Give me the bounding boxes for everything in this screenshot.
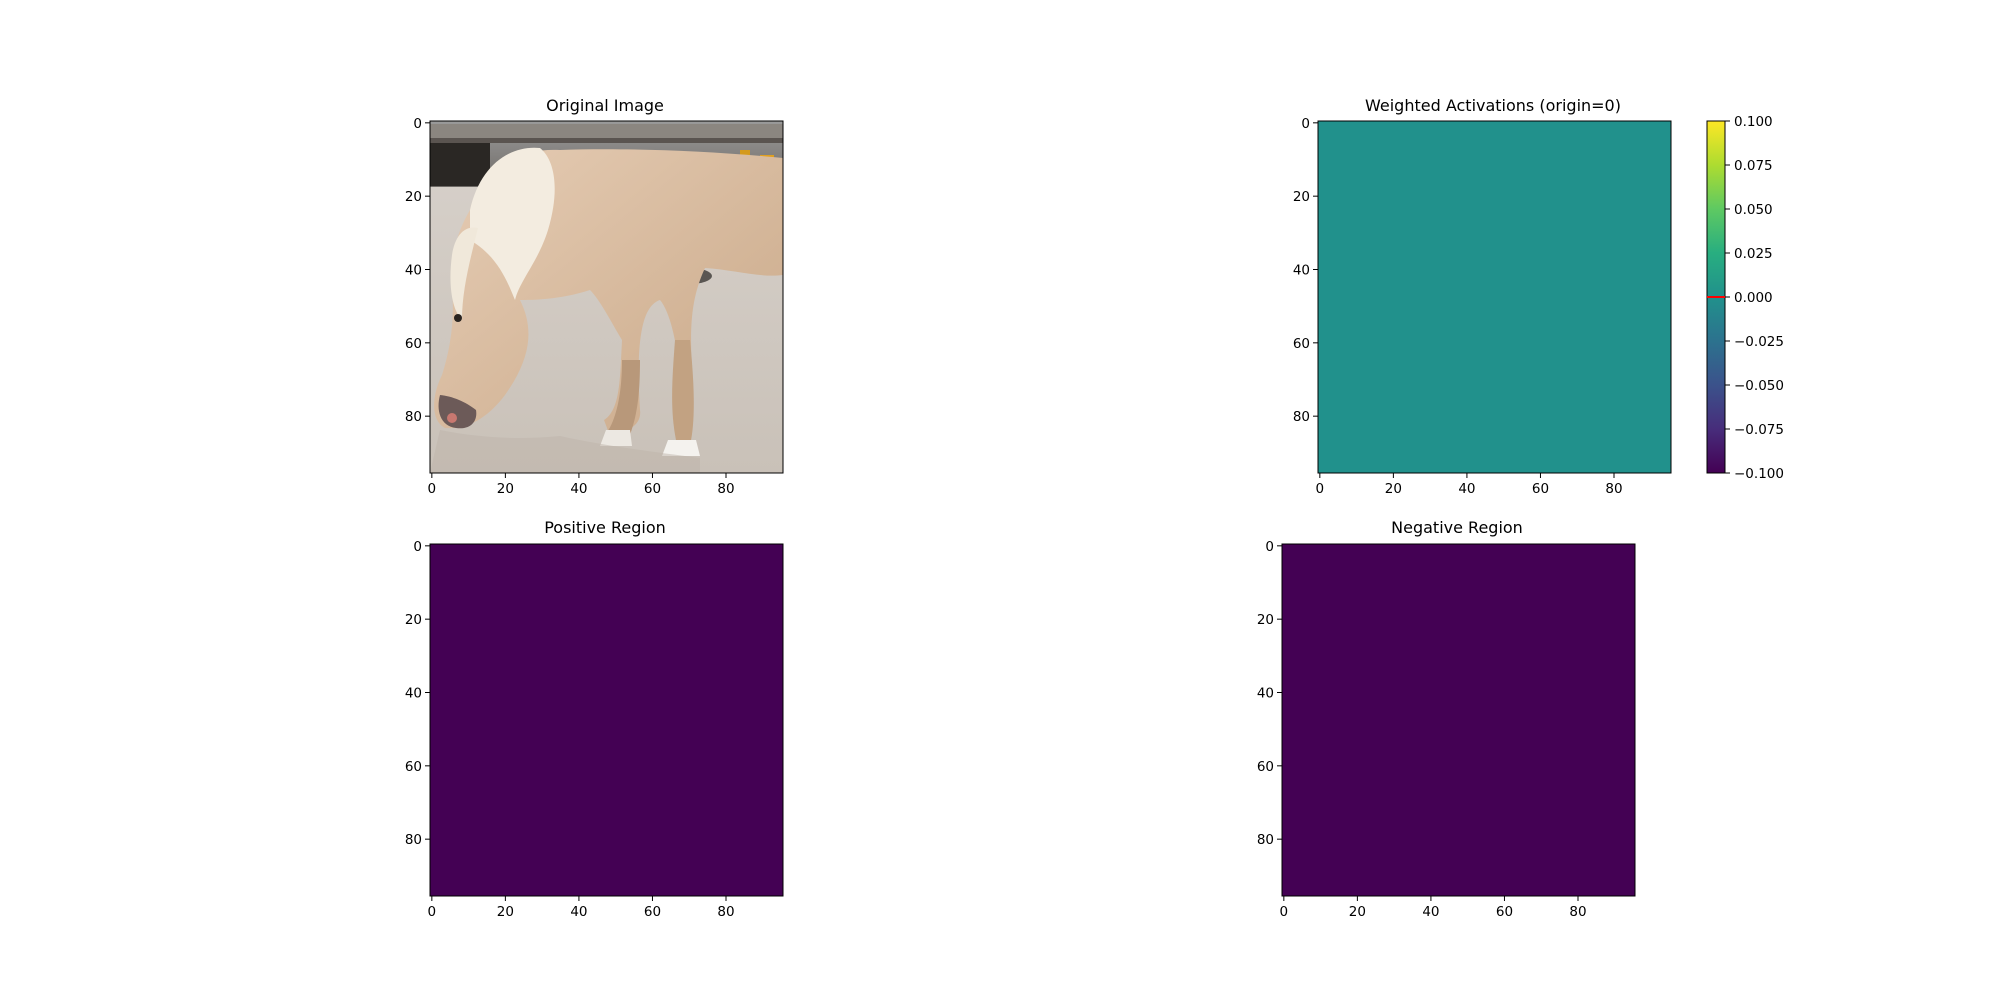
colorbar-tick-label: 0.025: [1734, 246, 1773, 262]
colorbar-tick-label: −0.075: [1734, 422, 1784, 438]
original-image-xtick-label: 60: [644, 481, 661, 497]
weighted-activations-xtick-label: 20: [1385, 481, 1402, 497]
original-image-title: Original Image: [546, 96, 664, 115]
colorbar-tick-label: 0.075: [1734, 158, 1773, 174]
positive-region-xtick-label: 0: [428, 904, 437, 920]
positive-region-ytick-label: 40: [405, 686, 422, 702]
horse-photo: [430, 121, 783, 473]
original-image-xtick-label: 20: [497, 481, 514, 497]
negative-region-xtick-label: 40: [1422, 904, 1439, 920]
negative-region-ytick-label: 0: [1265, 539, 1274, 555]
original-image-frame: [429, 120, 784, 474]
negative-region-title: Negative Region: [1391, 518, 1523, 537]
weighted-activations-ytick-label: 80: [1293, 409, 1310, 425]
weighted-activations-xtick-label: 80: [1605, 481, 1622, 497]
positive-region-frame: [429, 543, 784, 897]
original-image-ytick-label: 40: [405, 263, 422, 279]
weighted-activations-heatmap-cell: [1318, 121, 1671, 473]
positive-region-ytick-label: 0: [413, 539, 422, 555]
original-image-ytick-label: 60: [405, 336, 422, 352]
original-image-xtick-label: 40: [570, 481, 587, 497]
positive-region-xtick-label: 60: [644, 904, 661, 920]
original-image-xtick-label: 0: [428, 481, 437, 497]
weighted-activations-xtick-label: 60: [1532, 481, 1549, 497]
original-image-xtick-label: 80: [717, 481, 734, 497]
negative-region-ytick-label: 80: [1257, 832, 1274, 848]
original-image-ytick-label: 80: [405, 409, 422, 425]
weighted-activations-title: Weighted Activations (origin=0): [1365, 96, 1621, 115]
negative-region-frame: [1281, 543, 1636, 897]
negative-region-xtick-label: 80: [1569, 904, 1586, 920]
weighted-activations-xtick-label: 0: [1316, 481, 1325, 497]
positive-region-xtick-label: 40: [570, 904, 587, 920]
positive-region-xtick-label: 80: [717, 904, 734, 920]
positive-region-ytick-label: 80: [405, 832, 422, 848]
weighted-activations-ytick-label: 20: [1293, 189, 1310, 205]
negative-region-xtick-label: 20: [1349, 904, 1366, 920]
original-image-ytick-label: 0: [413, 116, 422, 132]
negative-region-ytick-label: 20: [1257, 612, 1274, 628]
colorbar-tick-label: 0.100: [1734, 114, 1773, 130]
colorbar-tick-label: 0.050: [1734, 202, 1773, 218]
weighted-activations-xtick-label: 40: [1458, 481, 1475, 497]
weighted-activations-frame: [1317, 120, 1672, 474]
negative-region-xtick-label: 60: [1496, 904, 1513, 920]
colorbar-tick-label: −0.050: [1734, 378, 1784, 394]
weighted-activations-ytick-label: 0: [1301, 116, 1310, 132]
negative-region-heatmap-cell: [1282, 544, 1635, 896]
negative-region-ytick-label: 40: [1257, 686, 1274, 702]
negative-region-xtick-label: 0: [1280, 904, 1289, 920]
original-image-ytick-label: 20: [405, 189, 422, 205]
colorbar-tick-label: 0.000: [1734, 290, 1773, 306]
positive-region-ytick-label: 20: [405, 612, 422, 628]
positive-region-ytick-label: 60: [405, 759, 422, 775]
positive-region-title: Positive Region: [544, 518, 666, 537]
positive-region-xtick-label: 20: [497, 904, 514, 920]
weighted-activations-ytick-label: 60: [1293, 336, 1310, 352]
weighted-activations-ytick-label: 40: [1293, 263, 1310, 279]
positive-region-heatmap-cell: [430, 544, 783, 896]
negative-region-ytick-label: 60: [1257, 759, 1274, 775]
colorbar-tick-label: −0.100: [1734, 466, 1784, 482]
colorbar-tick-label: −0.025: [1734, 334, 1784, 350]
